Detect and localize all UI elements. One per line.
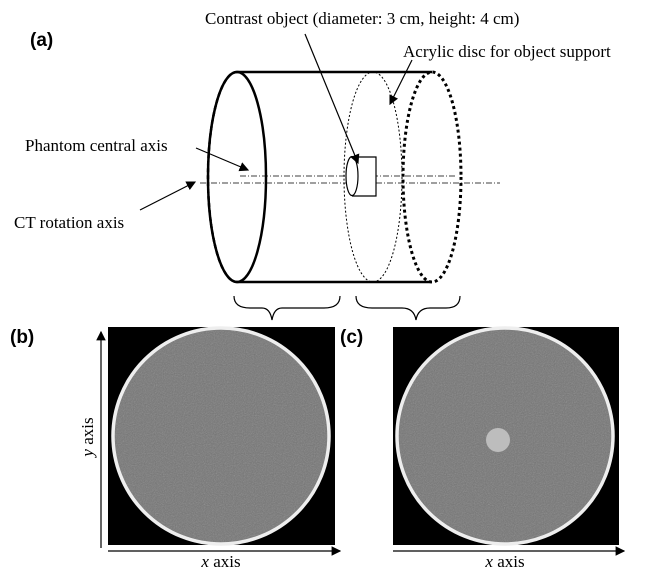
ct-image xyxy=(108,327,335,545)
text-part: y xyxy=(78,449,97,459)
x-axis-label: x axis xyxy=(484,552,524,571)
cylinder xyxy=(200,72,500,282)
rotation-axis-label: CT rotation axis xyxy=(14,213,124,232)
text-part: x xyxy=(200,552,209,571)
panel-label: (b) xyxy=(10,327,34,348)
contrast-object-label: Contrast object (diameter: 3 cm, height:… xyxy=(205,9,519,28)
acrylic-disc-label: Acrylic disc for object support xyxy=(403,42,611,61)
text-part: axis xyxy=(497,552,524,571)
y-axis-label: y axis xyxy=(78,417,97,458)
x-axis-label: x axis xyxy=(200,552,240,571)
braces xyxy=(234,296,460,320)
text-part: x xyxy=(484,552,493,571)
figure: (a) Contrast object (diameter: 3 cm, hei… xyxy=(0,0,664,571)
panel-label: (a) xyxy=(30,30,53,51)
ct-image xyxy=(393,327,619,545)
phantom-axis-label: Phantom central axis xyxy=(25,136,168,155)
panel-label: (c) xyxy=(340,327,363,348)
text-part: axis xyxy=(213,552,240,571)
text-part: axis xyxy=(78,417,97,444)
